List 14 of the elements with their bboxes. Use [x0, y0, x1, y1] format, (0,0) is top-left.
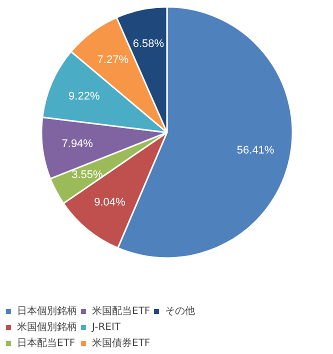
legend-label: 米国債券ETF — [92, 336, 150, 350]
data-label: 56.41% — [236, 144, 274, 157]
legend-label: 米国個別銘柄 — [17, 320, 77, 334]
legend-label: 日本配当ETF — [17, 336, 76, 350]
data-label: 9.22% — [68, 90, 100, 102]
legend-label: 米国配当ETF — [92, 304, 150, 318]
legend-label: その他 — [165, 305, 196, 318]
data-label: 7.27% — [97, 54, 129, 66]
data-label: 9.04% — [94, 196, 126, 208]
data-label: 3.55% — [72, 168, 104, 181]
legend-label: 日本個別銘柄 — [17, 304, 77, 318]
data-label: 6.58% — [132, 38, 164, 50]
legend-label: J-REIT — [92, 321, 121, 333]
data-label: 7.94% — [62, 138, 94, 150]
